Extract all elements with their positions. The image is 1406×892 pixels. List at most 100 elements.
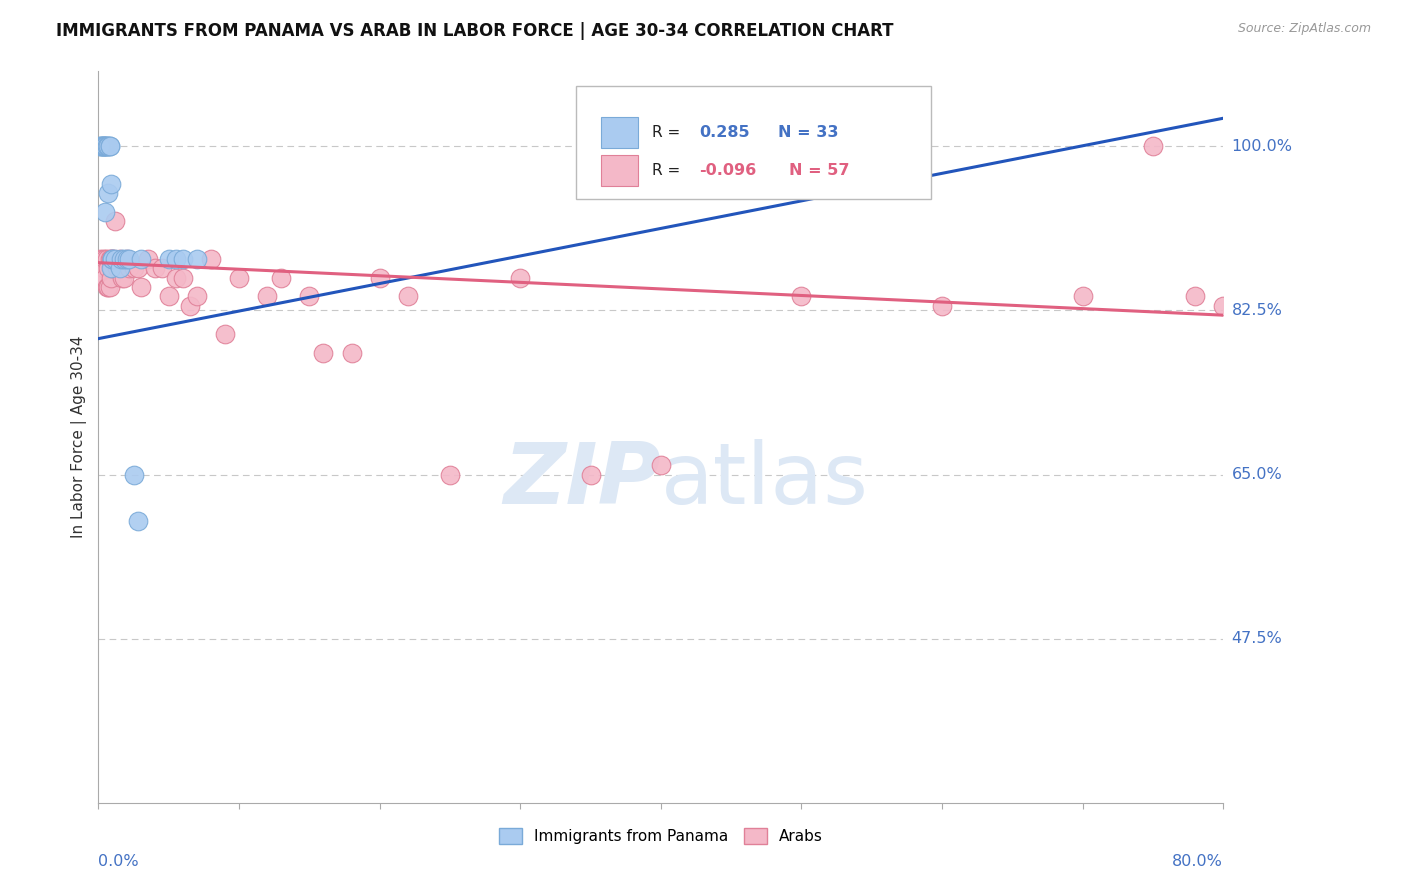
Point <box>96 252 118 266</box>
Text: N = 33: N = 33 <box>778 125 838 140</box>
Point <box>97 261 120 276</box>
Point <box>91 270 114 285</box>
Point <box>579 467 602 482</box>
Text: R =: R = <box>652 163 685 178</box>
Point <box>94 139 117 153</box>
Point <box>112 270 135 285</box>
Point <box>97 139 120 153</box>
Point <box>790 289 813 303</box>
Point <box>105 261 128 276</box>
Text: 82.5%: 82.5% <box>1232 303 1282 318</box>
Point <box>186 252 208 266</box>
Point <box>93 139 115 153</box>
Point <box>650 458 672 473</box>
Point <box>1142 139 1164 153</box>
FancyBboxPatch shape <box>602 118 638 148</box>
Point <box>98 139 121 153</box>
Point <box>94 270 117 285</box>
Point <box>101 252 124 266</box>
Point <box>90 261 112 276</box>
Point <box>312 345 335 359</box>
Point <box>104 214 127 228</box>
Point <box>172 252 194 266</box>
Text: Source: ZipAtlas.com: Source: ZipAtlas.com <box>1237 22 1371 36</box>
Text: 0.285: 0.285 <box>699 125 749 140</box>
Point <box>165 270 187 285</box>
Point <box>179 299 201 313</box>
Point <box>340 345 363 359</box>
Point <box>98 139 121 153</box>
Text: R =: R = <box>652 125 685 140</box>
Point <box>256 289 278 303</box>
Point <box>96 139 118 153</box>
Text: ZIP: ZIP <box>503 440 661 523</box>
Point <box>186 289 208 303</box>
Point <box>94 205 117 219</box>
Point <box>1184 289 1206 303</box>
Point <box>90 139 112 153</box>
Point <box>101 261 124 276</box>
Point <box>1212 299 1234 313</box>
Legend: Immigrants from Panama, Arabs: Immigrants from Panama, Arabs <box>494 822 828 850</box>
Point <box>1071 289 1094 303</box>
Point <box>97 280 120 294</box>
Point <box>96 139 118 153</box>
Point <box>214 326 236 341</box>
Point <box>100 177 122 191</box>
Point <box>136 252 159 266</box>
Text: atlas: atlas <box>661 440 869 523</box>
Text: IMMIGRANTS FROM PANAMA VS ARAB IN LABOR FORCE | AGE 30-34 CORRELATION CHART: IMMIGRANTS FROM PANAMA VS ARAB IN LABOR … <box>56 22 894 40</box>
Point <box>98 280 121 294</box>
Point <box>100 252 122 266</box>
FancyBboxPatch shape <box>576 86 931 200</box>
Point <box>104 252 127 266</box>
Point <box>150 261 173 276</box>
Point <box>100 261 122 276</box>
Point <box>396 289 419 303</box>
Point <box>91 252 114 266</box>
Text: 100.0%: 100.0% <box>1232 139 1292 154</box>
Point <box>96 280 118 294</box>
Point <box>112 252 135 266</box>
Point <box>129 252 152 266</box>
Text: 80.0%: 80.0% <box>1173 855 1223 870</box>
Point <box>111 270 134 285</box>
Point <box>157 252 180 266</box>
Point <box>118 261 141 276</box>
Point <box>101 252 124 266</box>
Point <box>97 186 120 201</box>
Point <box>89 252 111 266</box>
Text: 0.0%: 0.0% <box>98 855 139 870</box>
Point <box>110 252 132 266</box>
Point <box>98 252 121 266</box>
Point <box>165 252 187 266</box>
Point <box>91 139 114 153</box>
Point <box>298 289 321 303</box>
Point <box>91 139 114 153</box>
Text: 47.5%: 47.5% <box>1232 632 1282 646</box>
Point <box>172 270 194 285</box>
Point <box>122 467 145 482</box>
Point <box>931 299 953 313</box>
Point <box>108 261 131 276</box>
Text: N = 57: N = 57 <box>789 163 849 178</box>
Point <box>100 270 122 285</box>
Point <box>157 289 180 303</box>
Point <box>108 252 131 266</box>
Point <box>129 280 152 294</box>
Point <box>228 270 250 285</box>
FancyBboxPatch shape <box>602 155 638 186</box>
Point <box>93 261 115 276</box>
Point <box>101 252 124 266</box>
Point <box>118 252 141 266</box>
Point <box>143 261 166 276</box>
Point <box>127 261 149 276</box>
Point <box>368 270 391 285</box>
Point <box>115 252 138 266</box>
Point <box>94 252 117 266</box>
Point <box>90 139 112 153</box>
Point <box>122 261 145 276</box>
Point <box>103 252 125 266</box>
Y-axis label: In Labor Force | Age 30-34: In Labor Force | Age 30-34 <box>72 335 87 539</box>
Point <box>270 270 292 285</box>
